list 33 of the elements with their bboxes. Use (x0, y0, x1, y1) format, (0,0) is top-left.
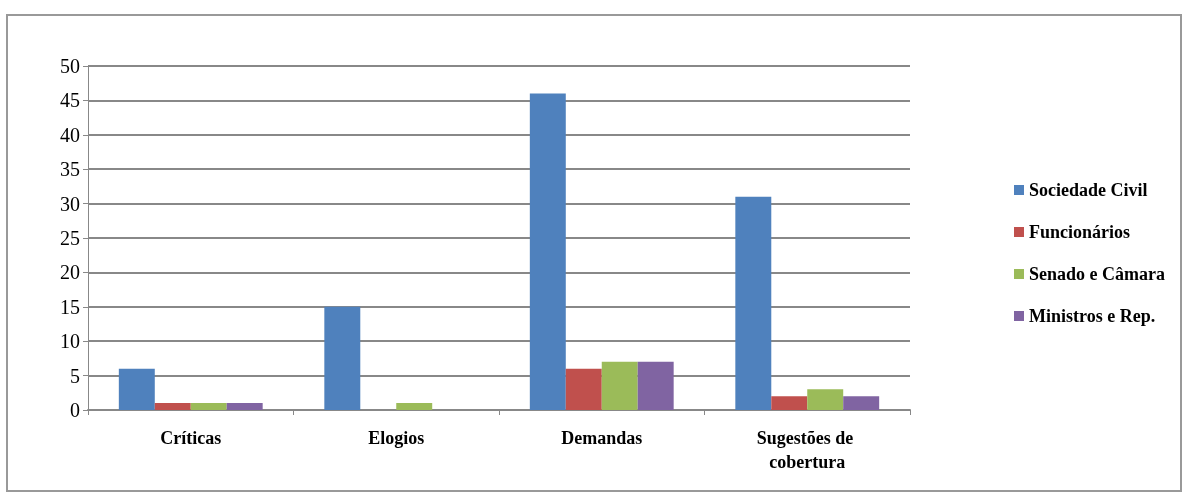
y-tick-label: 10 (60, 330, 80, 353)
bar (843, 396, 880, 410)
bar (565, 368, 602, 410)
y-tick-label: 40 (60, 123, 80, 146)
y-tick-label: 0 (70, 399, 80, 421)
y-tick-label: 30 (60, 192, 80, 215)
y-tick-label: 5 (70, 364, 80, 387)
y-tick-label: 20 (60, 261, 80, 284)
bar (601, 361, 638, 410)
bar (637, 361, 674, 410)
bar (154, 403, 191, 410)
bar (190, 403, 227, 410)
bar (226, 403, 263, 410)
legend-label: Ministros e Rep. (1029, 306, 1156, 326)
y-tick-label: 15 (60, 295, 80, 318)
legend-label: Senado e Câmara (1029, 264, 1166, 284)
y-tick-label: 25 (60, 227, 80, 249)
x-tick-label: Sugestões de cobertura (756, 428, 858, 472)
legend-label: Funcionários (1029, 222, 1131, 242)
y-tick-label: 35 (60, 158, 80, 181)
bar (735, 196, 772, 410)
bar (396, 403, 433, 410)
bar (324, 306, 361, 410)
x-tick-label: Críticas (160, 428, 222, 448)
bar (771, 396, 808, 410)
legend-label: Sociedade Civil (1029, 180, 1148, 200)
bar (529, 93, 566, 410)
x-tick-label: Demandas (561, 428, 643, 448)
y-tick-label: 50 (60, 55, 80, 77)
bar (118, 368, 155, 410)
y-tick-label: 45 (60, 89, 80, 112)
x-tick-label: Elogios (368, 428, 425, 448)
bar (807, 389, 844, 410)
